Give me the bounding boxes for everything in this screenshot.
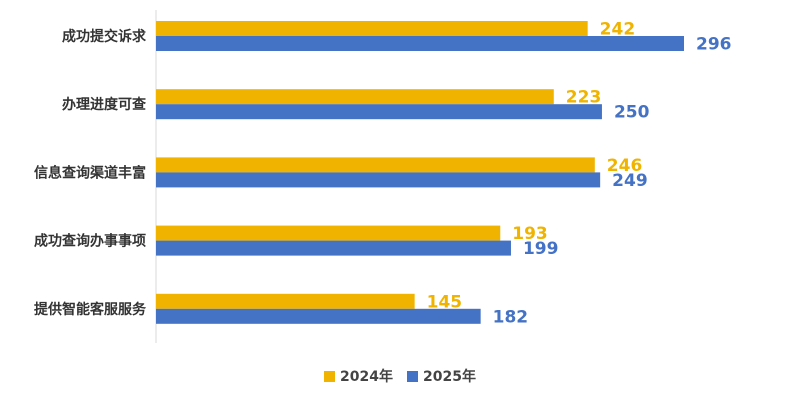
bar-2024 [156,293,415,309]
data-label-2024: 145 [427,292,463,312]
category-label: 提供智能客服服务 [34,301,147,318]
legend-swatch-2025 [407,370,418,382]
bar-2024 [156,21,588,36]
bar-2025 [156,172,601,188]
category-label: 信息查询渠道丰富 [34,164,146,181]
bar-2024 [156,89,554,105]
category-label: 成功提交诉求 [62,28,147,45]
bar-2025 [156,104,602,120]
category-label: 办理进度可查 [62,96,147,113]
legend-item-2024: 2024年 [324,366,393,386]
bar-2024 [156,225,501,241]
data-label-2024: 246 [607,156,643,176]
data-label-2025: 199 [523,239,559,259]
bar-2025 [156,240,511,256]
legend-label-2025: 2025年 [423,369,476,385]
data-label-2024: 193 [512,224,548,244]
bar-2025 [156,308,481,324]
legend-item-2025: 2025年 [407,366,476,386]
bar-2025 [156,36,684,51]
bar-2024 [156,157,595,173]
legend-label-2024: 2024年 [340,369,393,385]
data-label-2024: 223 [566,88,602,108]
data-label-2025: 249 [612,171,648,191]
data-label-2025: 296 [696,35,732,55]
legend-swatch-2024 [324,370,336,382]
data-label-2025: 182 [493,307,529,327]
data-label-2025: 250 [614,103,650,123]
legend: 2024年 2025年 [0,366,800,386]
data-label-2024: 242 [600,20,636,40]
category-label: 成功查询办事事项 [34,233,146,250]
